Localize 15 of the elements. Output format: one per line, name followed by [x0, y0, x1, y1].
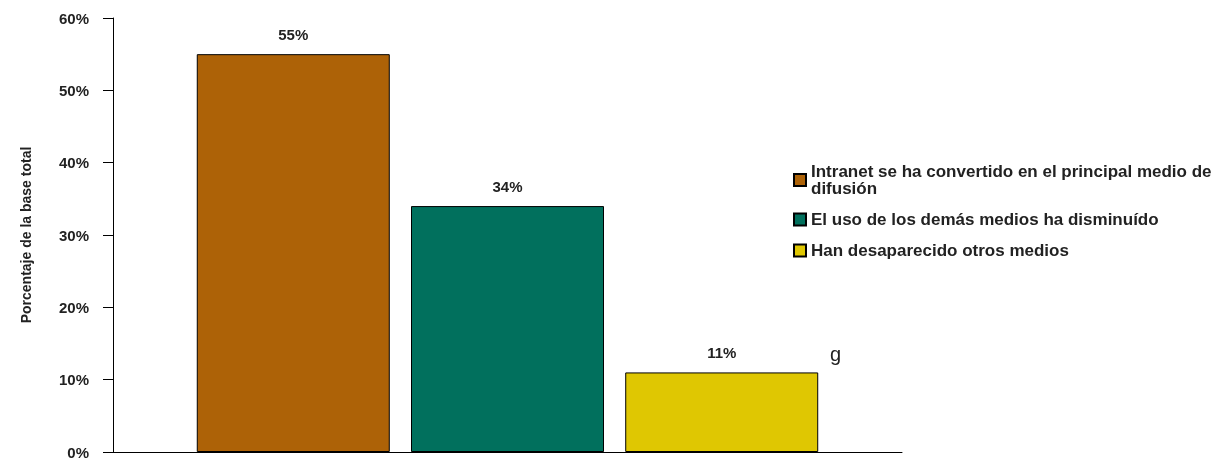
y-axis-title: Porcentaje de la base total	[18, 146, 34, 324]
y-tick-label: 10%	[58, 371, 89, 389]
y-tick-label: 60%	[58, 9, 89, 27]
y-tick-label: 50%	[58, 81, 89, 99]
annotation: g	[830, 343, 842, 365]
data-label: 55%	[278, 26, 309, 44]
y-tick-label: 30%	[58, 226, 89, 244]
legend-label: Han desaparecido otros medios	[811, 241, 1069, 260]
y-tick-label: 40%	[58, 154, 89, 172]
legend-label: El uso de los demás medios ha disminuído	[811, 210, 1159, 229]
y-tick-label: 0%	[67, 443, 89, 461]
legend-label: Intranet se ha convertido en el principal medio de difusión	[811, 162, 1217, 198]
data-label: 34%	[492, 178, 523, 196]
y-tick-label: 20%	[58, 298, 89, 316]
data-label: 11%	[707, 344, 737, 362]
